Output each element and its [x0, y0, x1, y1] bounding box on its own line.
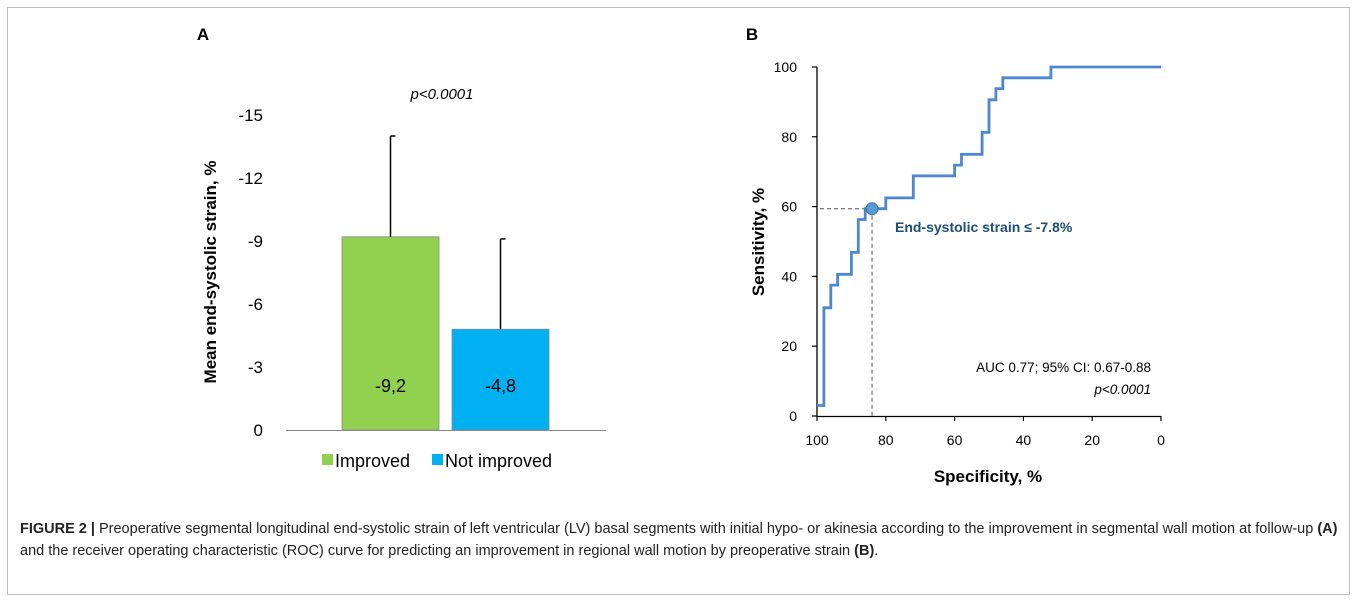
caption-text-1: Preoperative segmental longitudinal end-… [94, 521, 1318, 537]
panel-b-y-tick-label: 60 [781, 199, 797, 215]
panel-b-x-axis-title: Specificity, % [934, 467, 1042, 486]
panel-a-legend-swatch [432, 454, 443, 465]
panel-b-cutoff-point [865, 202, 879, 216]
panel-b-auc-text: AUC 0.77; 95% CI: 0.67-0.88 [976, 360, 1151, 375]
panel-b-x-tick-label: 20 [1084, 432, 1100, 448]
figure-frame [7, 7, 1350, 595]
figure-caption: FIGURE 2 | Preoperative segmental longit… [20, 518, 1340, 562]
caption-ref-b: (B) [854, 543, 875, 559]
panel-b-y-axis-title: Sensitivity, % [749, 188, 768, 296]
panel-a-bar-value-label: -4,8 [485, 376, 516, 396]
panel-b-x-tick-label: 80 [878, 432, 894, 448]
panel-b-roc-chart: B Sensitivity, % Specificity, % 0 20 40 60 8… [746, 25, 1165, 486]
panel-a-y-tick-label: -6 [248, 295, 263, 314]
panel-b-x-tick-label: 0 [1157, 432, 1165, 448]
panel-b-p-value: p<0.0001 [1093, 382, 1151, 397]
panel-a-y-tick-label: -9 [248, 232, 263, 251]
panel-a-legend-swatch [322, 454, 333, 465]
panel-b-y-tick-label: 20 [781, 338, 797, 354]
panel-b-x-tick-label: 60 [947, 432, 963, 448]
panel-b-cutoff-label: End-systolic strain ≤ -7.8% [895, 219, 1073, 235]
panel-a-p-value: p<0.0001 [410, 86, 474, 103]
panel-a-y-axis-title: Mean end-systolic strain, % [201, 161, 220, 384]
panel-b-y-tick-label: 40 [781, 268, 797, 284]
panel-a-bar-value-label: -9,2 [375, 376, 406, 396]
caption-text-3: . [874, 543, 879, 559]
panel-a-y-tick-label: -3 [248, 358, 263, 377]
panel-a-bar [451, 328, 550, 431]
panel-b-roc-curve [817, 65, 1161, 407]
caption-ref-a: (A) [1317, 521, 1338, 537]
panel-a-label: A [197, 25, 209, 44]
panel-b-x-tick-label: 100 [805, 432, 829, 448]
caption-figure-label: FIGURE 2 | [20, 521, 95, 537]
figure-charts: A p<0.0001 Mean end-systolic strain, % -… [197, 25, 1165, 486]
panel-b-y-tick-label: 80 [781, 129, 797, 145]
panel-a-y-tick-label: 0 [254, 421, 263, 440]
panel-b-label: B [746, 25, 758, 44]
panel-b-y-tick-label: 100 [774, 59, 798, 75]
panel-b-y-tick-label: 0 [789, 408, 797, 424]
panel-a-bar-chart: A p<0.0001 Mean end-systolic strain, % -… [197, 25, 606, 471]
panel-a-legend-label: Not improved [445, 451, 552, 471]
panel-a-y-tick-label: -15 [238, 106, 263, 125]
panel-a-legend-label: Improved [335, 451, 410, 471]
panel-b-x-tick-label: 40 [1016, 432, 1032, 448]
panel-a-y-tick-label: -12 [238, 169, 263, 188]
caption-text-2: and the receiver operating characteristi… [20, 543, 855, 559]
panel-a-bar [341, 236, 440, 431]
